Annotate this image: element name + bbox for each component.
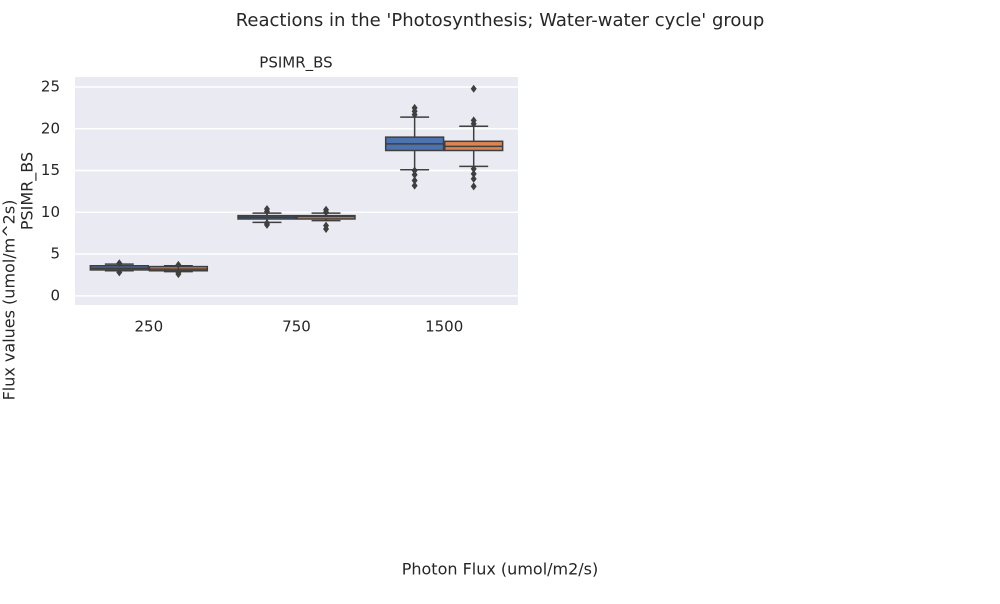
outlier (175, 260, 182, 269)
outlier (411, 103, 418, 112)
figure-y-label: Flux values (umol/m^2s) (0, 200, 19, 401)
plot-background (75, 77, 518, 305)
outlier (470, 169, 477, 178)
outlier (323, 221, 330, 230)
outlier (411, 170, 418, 179)
y-axis-label: PSIMR_BS (18, 152, 38, 230)
y-tick-label: 5 (50, 245, 60, 263)
y-tick-label: 20 (41, 119, 60, 137)
outlier (263, 204, 270, 213)
chart-title: Reactions in the 'Photosynthesis; Water-… (236, 10, 765, 31)
outlier (411, 166, 418, 175)
outlier (470, 116, 477, 125)
outlier (323, 205, 330, 214)
x-tick-label: 250 (135, 318, 164, 336)
outlier (470, 174, 477, 183)
y-tick-label: 10 (41, 203, 60, 221)
x-axis-label: Photon Flux (umol/m2/s) (402, 560, 599, 579)
outlier (470, 164, 477, 173)
y-tick-label: 0 (50, 286, 60, 304)
outlier (263, 219, 270, 228)
outlier (411, 181, 418, 190)
y-tick-label: 25 (41, 78, 60, 96)
y-tick-label: 15 (41, 161, 60, 179)
outlier (116, 268, 123, 277)
x-tick-label: 1500 (425, 318, 463, 336)
outlier (411, 176, 418, 185)
outlier (470, 182, 477, 191)
outlier (470, 84, 477, 93)
outlier (175, 268, 182, 277)
x-tick-label: 750 (282, 318, 311, 336)
subplot-title: PSIMR_BS (259, 54, 332, 73)
outlier (116, 259, 123, 268)
